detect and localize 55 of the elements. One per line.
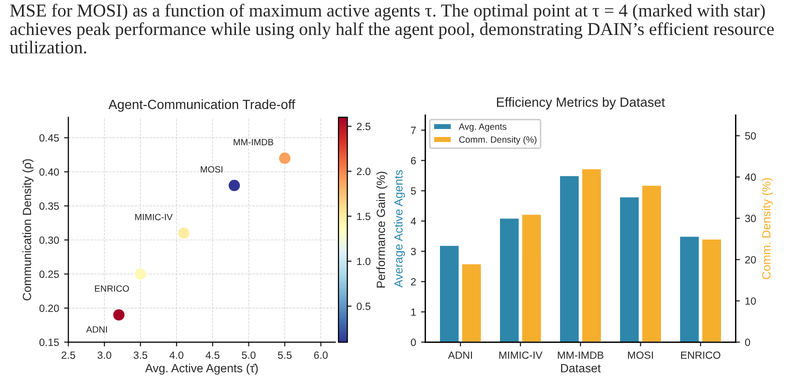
y-tick-label: 0.35 xyxy=(39,202,59,210)
x-tick-label: 5.5 xyxy=(278,352,292,359)
x-tick-label: 4.0 xyxy=(170,351,184,359)
y-tick-label: 6 xyxy=(411,156,416,164)
x-tick-label: ENRICO xyxy=(681,351,720,359)
color-bar-label: 2.5 xyxy=(356,122,370,130)
x-tick-label: 3.0 xyxy=(98,351,112,359)
x-tick-label: MOSI xyxy=(628,351,653,359)
x-tick-label: 4.5 xyxy=(206,352,220,359)
y2-tick-label: 30 xyxy=(745,214,756,222)
y2-tick-label: 10 xyxy=(745,297,756,305)
y2-tick-label: 0 xyxy=(745,338,750,346)
y2-axis-title: Comm. Density (%) xyxy=(762,178,773,280)
chart-title: Agent-Communication Trade-off xyxy=(108,99,296,112)
y-tick-label: 0.40 xyxy=(39,168,59,176)
y-tick-label: 2 xyxy=(411,278,416,286)
annotation: ADNI xyxy=(86,326,107,333)
y-tick-label: 0.45 xyxy=(39,134,59,142)
x-tick-label: ADNI xyxy=(448,352,472,359)
y-tick-label: 0 xyxy=(410,338,416,346)
y-tick-label: 0.15 xyxy=(39,338,59,346)
annotation: ENRICO xyxy=(95,285,129,292)
y2-tick-label: 40 xyxy=(744,173,756,181)
y-tick-label: 7 xyxy=(411,126,416,134)
y-tick-label: 5 xyxy=(410,187,416,195)
y-tick-label: 0.25 xyxy=(39,270,59,278)
legend-label: Avg. Agents xyxy=(458,124,506,132)
legend-label: Comm. Density (%) xyxy=(459,136,536,145)
x-tick-label: MM-IMDB xyxy=(558,352,604,359)
color-bar-label: 2.0 xyxy=(356,168,370,176)
y2-tick-label: 20 xyxy=(745,256,756,264)
color-bar-label: 0.5 xyxy=(356,302,370,310)
x-axis-title: Dataset xyxy=(561,364,601,372)
x-tick-label: 6.0 xyxy=(314,351,328,359)
text: MSE for MOSI) as a function of maximum active agents τ. The optimal point at τ = 4 (marked with star) achieves peak performance while using only half the agent pool, demonstrating DAIN’s efficient resource utilization. xyxy=(10,4,774,54)
y-tick-label: 0.30 xyxy=(39,236,59,244)
y-axis-title: Average Active Agents xyxy=(394,170,405,288)
y-tick-label: 1 xyxy=(411,308,416,316)
y2-tick-label: 50 xyxy=(745,132,756,140)
color-bar-title: Performance Gain (%) xyxy=(376,172,388,288)
x-tick-label: 3.5 xyxy=(134,351,148,359)
annotation: MM-IMDB xyxy=(234,139,274,146)
y-tick-label: 0.20 xyxy=(39,304,59,312)
x-tick-label: 5.0 xyxy=(242,351,256,359)
x-tick-label: 2.5 xyxy=(62,351,76,359)
x-axis-title: Avg. Active Agents (τ̄) xyxy=(145,364,258,375)
chart-title: Efficiency Metrics by Dataset xyxy=(497,97,665,110)
y-tick-label: 3 xyxy=(410,248,416,256)
annotation: MOSI xyxy=(200,166,222,173)
color-bar-label: 1.0 xyxy=(357,258,370,266)
annotation: MIMIC-IV xyxy=(135,214,173,220)
color-bar-label: 1.5 xyxy=(357,212,370,220)
y-tick-label: 4 xyxy=(410,218,416,225)
y-axis-title: Communication Density (ρ̄) xyxy=(22,159,34,300)
x-tick-label: MIMIC-IV xyxy=(499,351,542,359)
